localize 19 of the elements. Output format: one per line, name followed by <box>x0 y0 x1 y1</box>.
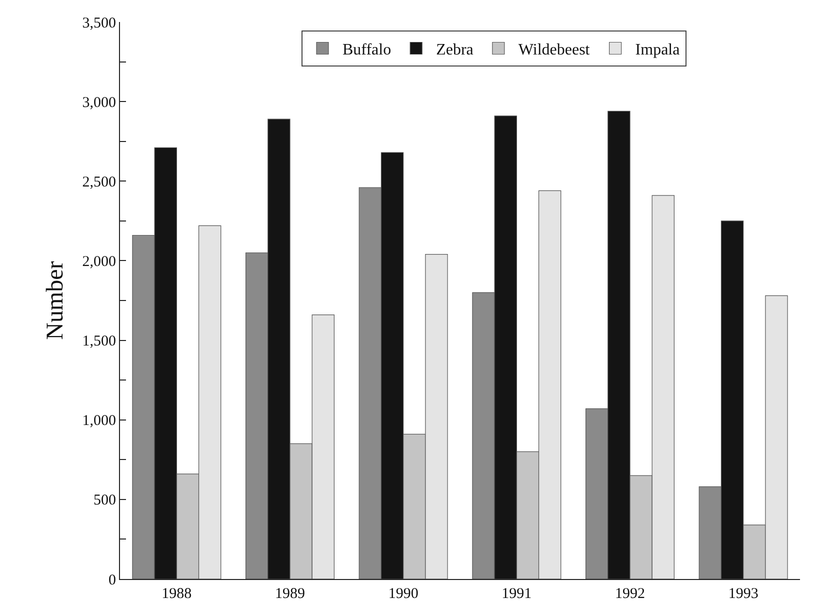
y-tick-label: 1,000 <box>82 413 116 430</box>
y-tick-label: 0 <box>108 572 116 588</box>
x-tick-label: 1988 <box>162 586 192 602</box>
x-tick-label: 1992 <box>615 586 645 602</box>
legend-label: Buffalo <box>342 41 392 58</box>
y-tick-label: 3,500 <box>82 15 116 32</box>
x-tick-label: 1991 <box>502 586 532 602</box>
legend-label: Wildebeest <box>518 41 590 58</box>
y-tick-label: 3,000 <box>82 94 116 111</box>
x-tick-label: 1993 <box>728 586 758 602</box>
x-tick-label: 1989 <box>275 586 305 602</box>
y-tick-label: 2,500 <box>82 174 116 190</box>
x-tick-label: 1990 <box>388 586 418 602</box>
legend-label: Impala <box>635 41 680 58</box>
y-tick-label: 1,500 <box>82 334 116 350</box>
y-axis-title: Number <box>42 261 68 340</box>
y-tick-label: 500 <box>94 492 116 509</box>
legend-label: Zebra <box>436 41 474 58</box>
y-tick-label: 2,000 <box>82 254 116 270</box>
